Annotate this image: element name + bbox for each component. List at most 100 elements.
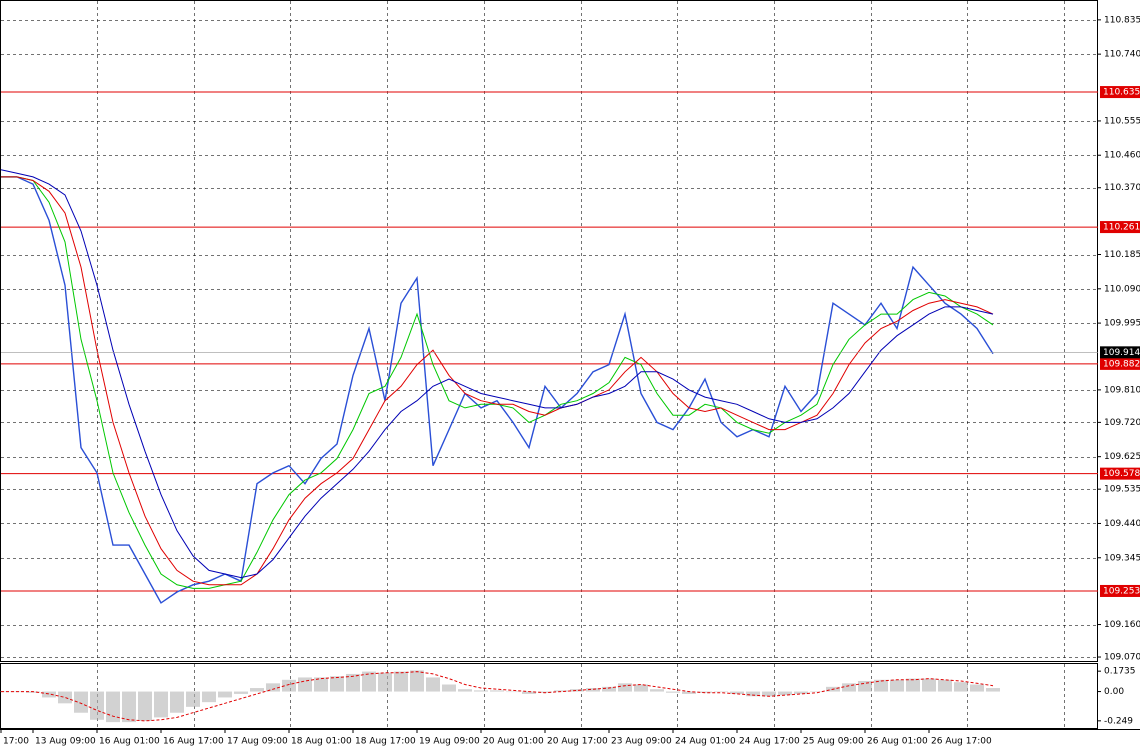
histogram-bar xyxy=(74,691,88,713)
histogram-bar xyxy=(778,691,792,696)
histogram-bar xyxy=(362,671,376,692)
x-tick-label: 23 Aug 09:00 xyxy=(611,737,672,747)
y-tick-label: 110.835 xyxy=(1104,15,1140,25)
histogram-bar xyxy=(746,691,760,697)
histogram-bar xyxy=(650,689,664,692)
histogram-bar xyxy=(426,677,440,692)
x-tick-label: 16 Aug 17:00 xyxy=(163,737,224,747)
histogram-bar xyxy=(922,678,936,692)
histogram-bar xyxy=(938,679,952,692)
histogram-bar xyxy=(186,691,200,707)
y-tick-label: 110.740 xyxy=(1104,50,1140,60)
histogram-bar xyxy=(282,679,296,692)
histogram-bar xyxy=(474,690,488,692)
histogram-bar xyxy=(842,683,856,692)
histogram-bar xyxy=(602,686,616,692)
histogram-bar xyxy=(794,691,808,694)
x-tick-label: 18 Aug 17:00 xyxy=(355,737,416,747)
level-label: 110.261 xyxy=(1103,223,1140,233)
histogram-bar xyxy=(634,684,648,692)
y-tick-label: 110.185 xyxy=(1104,250,1140,260)
histogram-bar xyxy=(618,683,632,692)
histogram-bar xyxy=(298,677,312,692)
histogram-bar xyxy=(202,691,216,703)
x-tick-label: 18 Aug 01:00 xyxy=(291,737,352,747)
level-label-box xyxy=(1100,221,1140,234)
histogram-bar xyxy=(682,691,696,694)
x-tick-label: 25 Aug 09:00 xyxy=(803,737,864,747)
histogram-bar xyxy=(442,684,456,692)
histogram-bar xyxy=(874,679,888,692)
x-tick-label: 13 Aug 09:00 xyxy=(35,737,96,747)
histogram-bar xyxy=(154,691,168,718)
y-tick-label: 110.460 xyxy=(1104,151,1140,161)
histogram-bar xyxy=(570,689,584,692)
x-tick-label: 20 Aug 17:00 xyxy=(547,737,608,747)
histogram-bar xyxy=(762,691,776,697)
level-label-box xyxy=(1100,584,1140,597)
histogram-bar xyxy=(586,688,600,692)
y-tick-label: -0.249 xyxy=(1104,716,1133,726)
moving-average-line xyxy=(0,169,994,579)
signal-line xyxy=(1,671,994,722)
x-tick-label: 20 Aug 01:00 xyxy=(483,737,544,747)
x-tick-label: 17 Aug 09:00 xyxy=(227,737,288,747)
histogram-bar xyxy=(346,673,360,692)
level-label: 110.635 xyxy=(1103,88,1140,98)
y-tick-label: 109.535 xyxy=(1104,485,1140,495)
level-label: 109.253 xyxy=(1103,586,1140,596)
histogram-bar xyxy=(490,690,504,692)
histogram-bar xyxy=(698,691,712,693)
level-label: 109.578 xyxy=(1103,469,1140,479)
main-panel xyxy=(0,0,1098,662)
histogram-bar xyxy=(330,676,344,692)
x-tick-label: 17:00 xyxy=(3,737,29,747)
y-tick-label: 109.810 xyxy=(1104,385,1140,395)
y-tick-label: 109.345 xyxy=(1104,553,1140,563)
histogram-bar xyxy=(986,688,1000,692)
histogram-bar xyxy=(954,682,968,692)
histogram-bar xyxy=(810,691,824,693)
histogram-bar xyxy=(250,688,264,692)
y-tick-label: 109.070 xyxy=(1104,653,1140,663)
histogram-bar xyxy=(970,684,984,692)
x-tick-label: 16 Aug 01:00 xyxy=(99,737,160,747)
current-price-label: 109.914 xyxy=(1103,348,1140,358)
y-tick-label: 109.160 xyxy=(1104,620,1140,630)
histogram-bar xyxy=(314,677,328,692)
level-label-box xyxy=(1100,86,1140,99)
y-tick-label: 0.1735 xyxy=(1104,667,1136,677)
histogram-bar xyxy=(218,691,232,698)
current-price-box xyxy=(1100,346,1140,359)
x-tick-label: 26 Aug 17:00 xyxy=(931,737,992,747)
histogram-bar xyxy=(458,689,472,692)
histogram-bar xyxy=(906,678,920,692)
price-line xyxy=(1,176,994,604)
histogram-bar xyxy=(394,671,408,692)
x-tick-label: 24 Aug 17:00 xyxy=(739,737,800,747)
x-tick-label: 26 Aug 01:00 xyxy=(867,737,928,747)
histogram-bar xyxy=(378,672,392,692)
histogram-bar xyxy=(410,670,424,692)
histogram-bar xyxy=(170,691,184,713)
histogram-bar xyxy=(538,691,552,693)
y-tick-label: 109.720 xyxy=(1104,418,1140,428)
y-tick-label: 109.625 xyxy=(1104,452,1140,462)
histogram-bar xyxy=(42,691,56,698)
histogram-bar xyxy=(234,691,248,694)
moving-average-line xyxy=(1,176,994,586)
histogram-bar xyxy=(666,691,680,693)
histogram-bar xyxy=(26,691,40,693)
level-label-box xyxy=(1100,357,1140,370)
histogram-bar xyxy=(730,691,744,694)
histogram-bar xyxy=(554,690,568,692)
histogram-bar xyxy=(506,691,520,693)
y-tick-label: 110.555 xyxy=(1104,116,1140,126)
level-label-box xyxy=(1100,467,1140,480)
histogram-bar xyxy=(714,691,728,693)
y-tick-label: 110.370 xyxy=(1104,183,1140,193)
histogram-bar xyxy=(90,691,104,720)
x-tick-label: 24 Aug 01:00 xyxy=(675,737,736,747)
